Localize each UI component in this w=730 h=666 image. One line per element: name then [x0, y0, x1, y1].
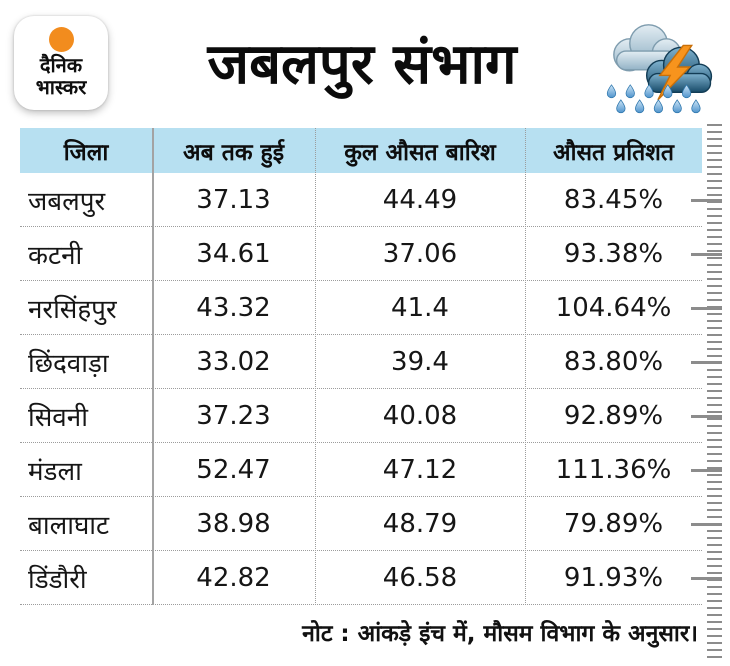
avg-percent-cell: 93.38%	[563, 238, 664, 269]
so-far-cell: 34.61	[196, 238, 271, 269]
avg-percent-cell: 111.36%	[555, 454, 672, 485]
ruler-major-tick	[691, 199, 722, 202]
avg-percent-cell: 83.45%	[563, 184, 664, 215]
page-title: जबलपुर संभाग	[207, 32, 517, 97]
table-row: नरसिंहपुर 43.32 41.4 104.64%	[20, 281, 702, 335]
ruler-major-tick	[691, 523, 722, 526]
total-avg-cell: 46.58	[382, 562, 458, 593]
total-avg-cell: 37.06	[382, 238, 458, 269]
so-far-cell: 33.02	[196, 346, 271, 377]
total-avg-cell: 40.08	[382, 400, 458, 431]
so-far-cell: 37.23	[196, 400, 271, 431]
ruler-major-tick	[691, 307, 722, 310]
logo-text-line1: दैनिक	[39, 53, 83, 78]
total-avg-cell: 47.12	[382, 454, 458, 485]
district-cell: बालाघाट	[28, 510, 110, 541]
logo-text-line2: भास्कर	[35, 75, 87, 99]
sun-dot-icon	[48, 27, 74, 53]
table-row: बालाघाट 38.98 48.79 79.89%	[20, 497, 702, 551]
ruler-major-tick	[691, 415, 722, 418]
ruler-major-tick	[691, 253, 722, 256]
raindrops	[606, 84, 701, 114]
avg-percent-cell: 92.89%	[563, 400, 664, 431]
table-row: सिवनी 37.23 40.08 92.89%	[20, 389, 702, 443]
ruler-major-tick	[691, 577, 722, 580]
dainik-bhaskar-logo: दैनिक भास्कर	[14, 16, 108, 110]
table-row: छिंदवाड़ा 33.02 39.4 83.80%	[20, 335, 702, 389]
table-row: कटनी 34.61 37.06 93.38%	[20, 227, 702, 281]
so-far-cell: 43.32	[196, 292, 271, 323]
column-header-so-far: अब तक हुई	[183, 139, 284, 166]
table-row: जबलपुर 37.13 44.49 83.45%	[20, 173, 702, 227]
avg-percent-cell: 104.64%	[555, 292, 672, 323]
column-separator	[525, 128, 526, 605]
table-header-row: जिला अब तक हुई कुल औसत बारिश औसत प्रतिशत	[20, 128, 702, 173]
ruler-major-tick	[691, 469, 722, 472]
table-row: मंडला 52.47 47.12 111.36%	[20, 443, 702, 497]
district-cell: नरसिंहपुर	[28, 294, 117, 325]
column-separator	[152, 128, 154, 605]
so-far-cell: 42.82	[196, 562, 271, 593]
district-cell: छिंदवाड़ा	[28, 348, 109, 379]
avg-percent-cell: 91.93%	[563, 562, 664, 593]
district-cell: मंडला	[28, 456, 82, 487]
district-cell: कटनी	[28, 240, 83, 271]
so-far-cell: 52.47	[196, 454, 271, 485]
column-separator	[315, 128, 316, 605]
total-avg-cell: 44.49	[382, 184, 458, 215]
column-header-total-avg: कुल औसत बारिश	[344, 139, 496, 166]
so-far-cell: 38.98	[196, 508, 271, 539]
storm-cloud-lightning-rain-icon	[606, 24, 713, 114]
total-avg-cell: 41.4	[391, 292, 449, 323]
avg-percent-cell: 79.89%	[563, 508, 664, 539]
footnote: नोट : आंकड़े इंच में, मौसम विभाग के अनुस…	[302, 621, 698, 647]
so-far-cell: 37.13	[196, 184, 271, 215]
ruler-major-tick	[691, 361, 722, 364]
rainfall-table: जिला अब तक हुई कुल औसत बारिश औसत प्रतिशत…	[20, 128, 702, 605]
table-row: डिंडौरी 42.82 46.58 91.93%	[20, 551, 702, 605]
district-cell: जबलपुर	[28, 186, 106, 217]
avg-percent-cell: 83.80%	[563, 346, 664, 377]
total-avg-cell: 48.79	[382, 508, 458, 539]
district-cell: सिवनी	[28, 402, 88, 433]
column-header-avg-percent: औसत प्रतिशत	[552, 139, 675, 166]
district-cell: डिंडौरी	[28, 564, 87, 595]
total-avg-cell: 39.4	[391, 346, 449, 377]
column-header-district: जिला	[63, 139, 109, 166]
ruler-minor-ticks	[707, 124, 722, 662]
